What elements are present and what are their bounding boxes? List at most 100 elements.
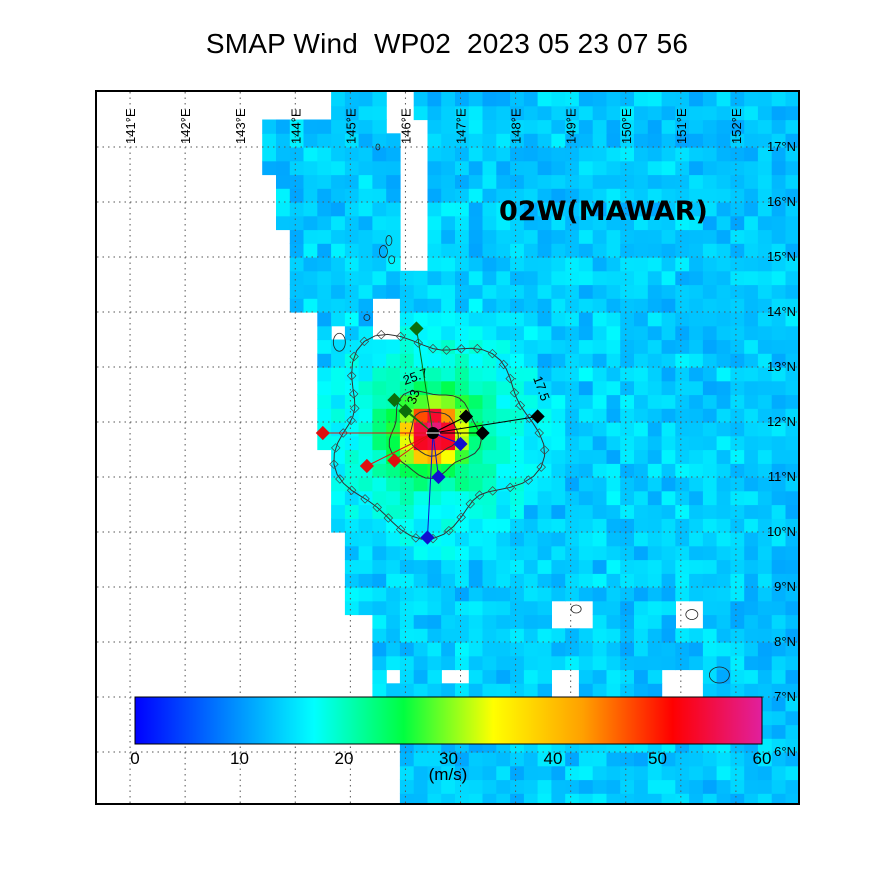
wind-cell bbox=[523, 243, 539, 258]
wind-cell bbox=[634, 339, 649, 354]
wind-cell bbox=[634, 477, 649, 492]
wind-cell bbox=[537, 270, 552, 286]
wind-cell bbox=[317, 325, 332, 341]
wind-cell bbox=[799, 120, 800, 134]
wind-cell bbox=[289, 229, 305, 244]
wind-cell bbox=[510, 339, 525, 354]
wind-cell bbox=[689, 490, 704, 506]
wind-cell bbox=[716, 655, 731, 671]
wind-cell bbox=[757, 779, 773, 794]
wind-cell bbox=[647, 229, 663, 244]
wind-cell bbox=[441, 765, 456, 781]
wind-cell bbox=[647, 752, 663, 767]
wind-cell bbox=[744, 105, 759, 121]
wind-cell bbox=[482, 133, 497, 148]
wind-cell bbox=[730, 532, 745, 547]
wind-cell bbox=[427, 394, 442, 409]
wind-cell bbox=[317, 380, 332, 396]
wind-cell bbox=[331, 477, 346, 492]
wind-cell bbox=[785, 229, 798, 244]
wind-cell bbox=[744, 655, 759, 671]
wind-cell bbox=[496, 257, 511, 272]
wind-cell bbox=[606, 600, 621, 616]
wind-cell bbox=[358, 504, 373, 519]
wind-cell bbox=[592, 655, 608, 671]
wind-cell bbox=[744, 270, 759, 286]
wind-cell bbox=[510, 298, 525, 313]
wind-cell bbox=[455, 312, 470, 327]
wind-cell bbox=[468, 559, 484, 574]
wind-cell bbox=[675, 573, 690, 588]
wind-cell bbox=[702, 518, 718, 533]
wind-cell bbox=[744, 435, 759, 451]
wind-cell bbox=[634, 353, 649, 368]
wind-cell bbox=[675, 160, 690, 176]
wind-cell bbox=[799, 257, 800, 271]
wind-cell bbox=[716, 408, 731, 423]
wind-cell bbox=[358, 312, 373, 327]
wind-cell bbox=[386, 545, 401, 561]
wind-cell bbox=[730, 92, 745, 107]
wind-cell bbox=[551, 215, 566, 231]
wind-cell bbox=[785, 394, 798, 409]
wind-cell bbox=[689, 642, 704, 657]
wind-cell bbox=[799, 793, 800, 805]
wind-cell bbox=[510, 628, 525, 643]
wind-cell bbox=[523, 284, 539, 299]
wind-cell bbox=[331, 353, 346, 368]
wind-cell bbox=[771, 353, 787, 368]
wind-cell bbox=[702, 133, 718, 148]
wind-cell bbox=[427, 174, 442, 189]
wind-cell bbox=[661, 202, 676, 217]
wind-cell bbox=[510, 367, 525, 382]
wind-cell bbox=[331, 257, 346, 272]
wind-cell bbox=[455, 353, 470, 368]
wind-cell bbox=[358, 422, 373, 437]
wind-cell bbox=[744, 573, 759, 588]
wind-cell bbox=[771, 545, 787, 561]
wind-cell bbox=[344, 147, 360, 162]
wind-cell bbox=[757, 380, 773, 396]
wind-cell bbox=[413, 490, 429, 506]
wind-cell bbox=[331, 188, 346, 203]
wind-cell bbox=[565, 270, 580, 286]
wind-cell bbox=[496, 765, 511, 781]
contour-point bbox=[428, 343, 438, 354]
wind-cell bbox=[289, 215, 305, 231]
wind-cell bbox=[730, 449, 745, 464]
wind-cell bbox=[702, 298, 718, 313]
wind-cell bbox=[303, 119, 318, 134]
wind-cell bbox=[317, 339, 332, 354]
wind-cell bbox=[427, 587, 442, 602]
wind-cell bbox=[510, 545, 525, 561]
wind-cell bbox=[496, 270, 511, 286]
wind-cell bbox=[441, 353, 456, 368]
wind-cell bbox=[441, 642, 456, 657]
wind-cell bbox=[551, 105, 566, 121]
wind-cell bbox=[413, 683, 429, 698]
contour-point bbox=[413, 338, 424, 348]
wind-cell bbox=[592, 105, 608, 121]
wind-cell bbox=[716, 683, 731, 698]
wind-cell bbox=[716, 147, 731, 162]
wind-cell bbox=[578, 463, 594, 478]
wind-cell bbox=[647, 105, 663, 121]
wind-cell bbox=[592, 147, 608, 162]
wind-cell bbox=[785, 587, 798, 602]
wind-cell bbox=[427, 628, 442, 643]
wind-cell bbox=[606, 215, 621, 231]
lat-label: 10°N bbox=[767, 524, 796, 539]
wind-cell bbox=[427, 312, 442, 327]
wind-cell bbox=[578, 147, 594, 162]
wind-cell bbox=[620, 600, 635, 616]
wind-cell bbox=[578, 435, 594, 451]
wind-cell bbox=[578, 642, 594, 657]
lon-label: 142°E bbox=[178, 108, 193, 144]
wind-cell bbox=[510, 518, 525, 533]
wind-cell bbox=[565, 353, 580, 368]
wind-cell bbox=[606, 160, 621, 176]
wind-cell bbox=[427, 655, 442, 671]
lat-label: 13°N bbox=[767, 359, 796, 374]
wind-cell bbox=[785, 738, 798, 753]
wind-cell bbox=[661, 490, 676, 506]
